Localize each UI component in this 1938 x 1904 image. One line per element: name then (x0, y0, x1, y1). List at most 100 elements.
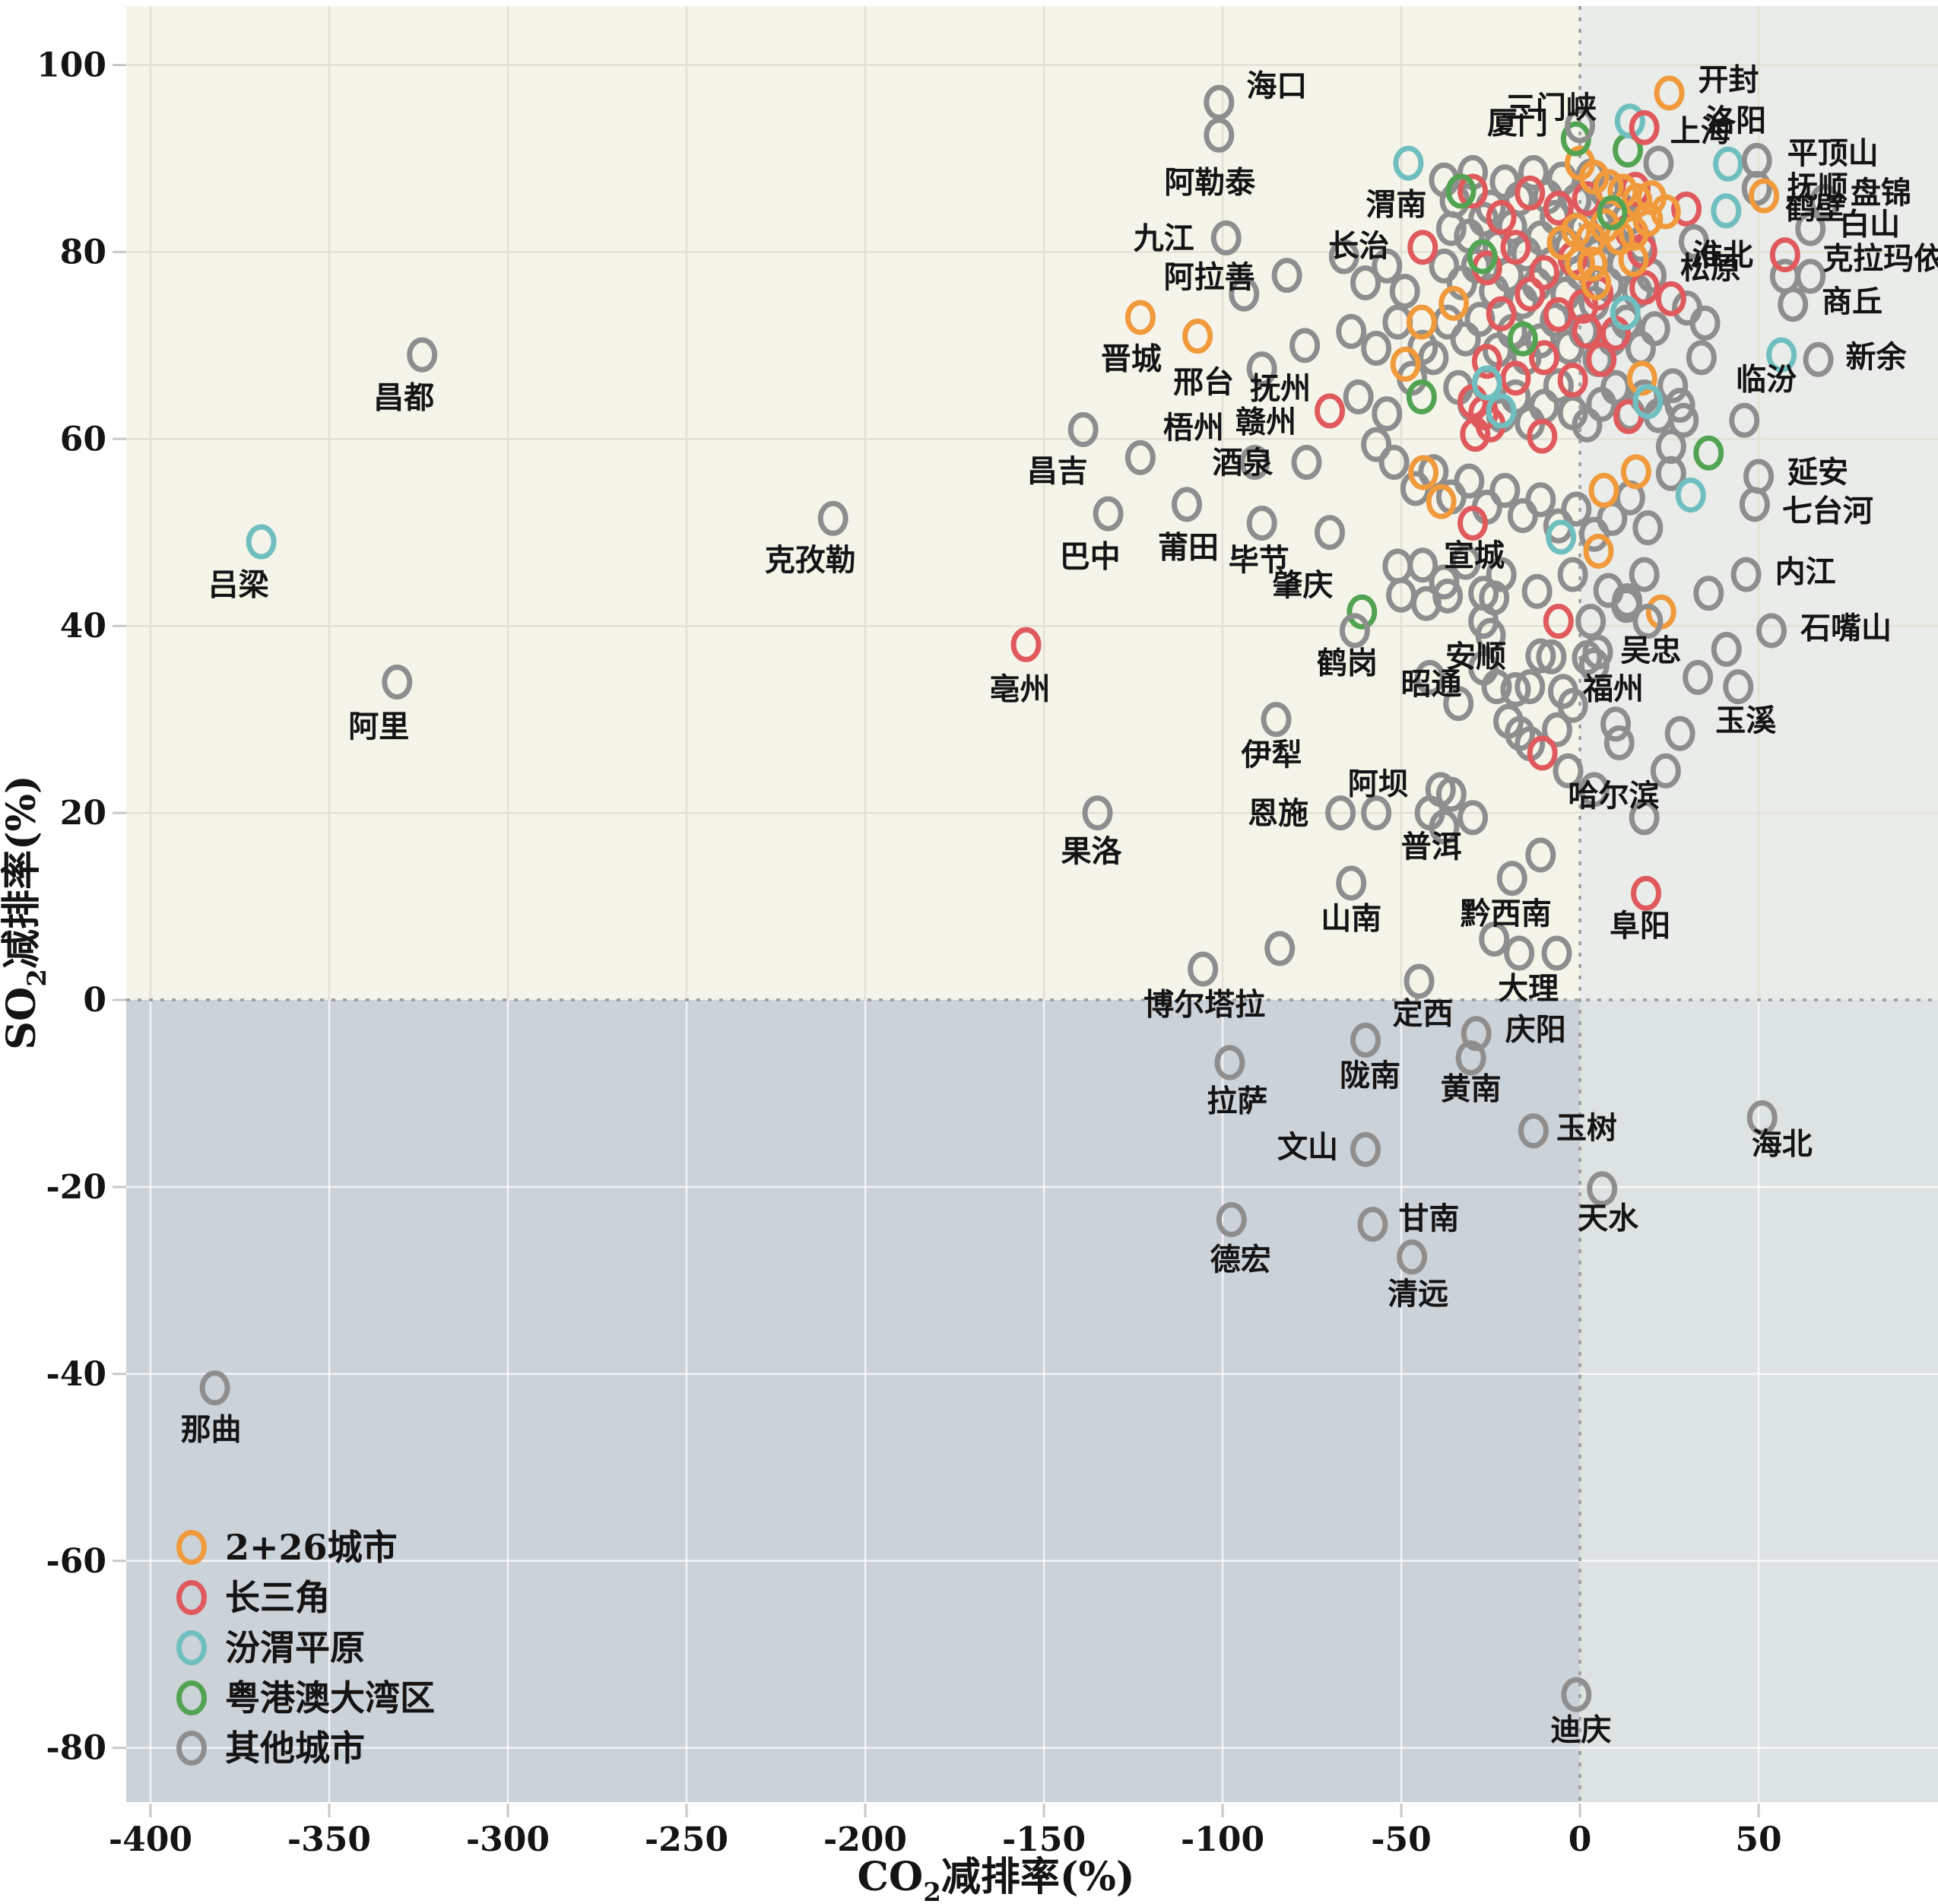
data-point-labeled (1210, 220, 1242, 255)
data-point (1593, 169, 1624, 205)
data-point (1650, 753, 1681, 789)
legend-label: 2+26城市 (225, 1527, 398, 1568)
data-point (1457, 173, 1489, 209)
y-tick-label: -20 (46, 1168, 107, 1207)
data-point (1336, 313, 1367, 349)
legend-label: 粤港澳大湾区 (225, 1677, 435, 1718)
data-point (1515, 276, 1546, 312)
data-point (1390, 346, 1421, 382)
data-point-labeled (1291, 445, 1322, 481)
city-label: 阜阳 (1610, 908, 1670, 944)
data-point (1618, 242, 1649, 278)
city-label: 白山 (1839, 207, 1900, 243)
data-point-labeled (1614, 103, 1645, 139)
y-tick-label: 0 (83, 981, 106, 1020)
y-tick-label: -80 (46, 1729, 107, 1768)
data-point (1389, 274, 1420, 309)
data-point (1610, 295, 1641, 331)
data-point-labeled (1561, 1677, 1592, 1712)
city-label: 博尔塔拉 (1143, 986, 1265, 1022)
data-point (1664, 388, 1695, 424)
data-point-labeled (1749, 178, 1780, 214)
data-point (1655, 281, 1686, 316)
city-label: 定西 (1393, 995, 1454, 1031)
legend-item: 汾渭平原 (176, 1627, 365, 1668)
data-point (1229, 276, 1260, 312)
data-point (1643, 145, 1674, 181)
city-label: 抚顺 (1787, 170, 1848, 205)
data-point (1600, 706, 1632, 742)
y-tick-label: 100 (36, 46, 106, 84)
data-point (1581, 265, 1612, 300)
data-point-labeled (1504, 935, 1535, 971)
legend-marker (176, 1680, 207, 1715)
data-point (1246, 351, 1277, 387)
city-label: 开封 (1699, 62, 1759, 97)
city-label: 三门峡 (1505, 90, 1597, 125)
legend-item: 粤港澳大湾区 (176, 1677, 435, 1718)
legend-marker (176, 1630, 207, 1665)
legend-label: 长三角 (225, 1577, 330, 1618)
data-point-labeled (1271, 258, 1302, 294)
data-point-labeled (817, 500, 848, 536)
data-point (1650, 194, 1681, 230)
data-point (1525, 638, 1556, 674)
data-point (1515, 669, 1546, 705)
city-label: 巴中 (1060, 539, 1121, 575)
data-point (1350, 265, 1381, 300)
city-label: 淮北 (1692, 237, 1753, 273)
city-label: 黄南 (1441, 1071, 1502, 1106)
data-point-labeled (1629, 109, 1660, 145)
data-point-labeled (1346, 594, 1378, 630)
legend-label: 汾渭平原 (225, 1627, 365, 1668)
x-tick-label: -350 (287, 1820, 371, 1859)
data-point (1467, 239, 1498, 274)
data-point (1597, 195, 1628, 230)
data-point-labeled (1713, 146, 1744, 182)
city-label: 玉溪 (1715, 703, 1776, 738)
quadrant-top-left (126, 6, 1581, 1001)
legend-item: 2+26城市 (176, 1527, 398, 1568)
data-point (1500, 230, 1531, 265)
data-point-labeled (1124, 300, 1156, 335)
y-tick-label: 60 (60, 420, 106, 459)
data-point-labeled (1010, 627, 1042, 662)
data-point (1655, 455, 1686, 491)
city-label: 亳州 (990, 671, 1051, 707)
data-point (1432, 578, 1464, 614)
data-point-labeled (1766, 337, 1797, 373)
y-tick-label: 80 (60, 233, 106, 271)
data-point (1527, 735, 1558, 771)
data-point-labeled (1741, 170, 1772, 206)
data-point-labeled (1261, 702, 1292, 738)
city-label: 玉树 (1556, 1110, 1617, 1146)
data-point (1575, 604, 1607, 639)
data-point-labeled (1325, 795, 1356, 831)
data-point-labeled (199, 1370, 230, 1406)
y-axis-title: SO2减排率(%) (0, 775, 52, 1049)
data-point (1500, 360, 1531, 396)
data-point (1541, 712, 1572, 747)
data-point (1629, 270, 1660, 306)
city-label: 鹤岗 (1317, 645, 1378, 681)
data-point (1689, 305, 1721, 341)
city-label: 克拉玛依 (1822, 240, 1938, 276)
data-point-labeled (1518, 1113, 1549, 1149)
data-point-labeled (1214, 1045, 1245, 1081)
city-label: 昌都 (373, 380, 434, 416)
city-label: 果洛 (1061, 833, 1123, 869)
legend-item: 其他城市 (176, 1728, 365, 1769)
data-point (1693, 435, 1724, 471)
data-point (1468, 202, 1499, 237)
data-point-labeled (1188, 951, 1219, 987)
city-label: 吴忠 (1620, 633, 1681, 668)
data-point (1489, 472, 1521, 508)
data-point-labeled (1350, 1022, 1381, 1058)
data-point (1457, 800, 1489, 836)
city-label: 平顶山 (1787, 135, 1879, 171)
data-point (1668, 402, 1699, 438)
data-point-labeled (407, 337, 438, 373)
data-point-labeled (1457, 505, 1489, 541)
data-point-labeled (1678, 224, 1709, 259)
